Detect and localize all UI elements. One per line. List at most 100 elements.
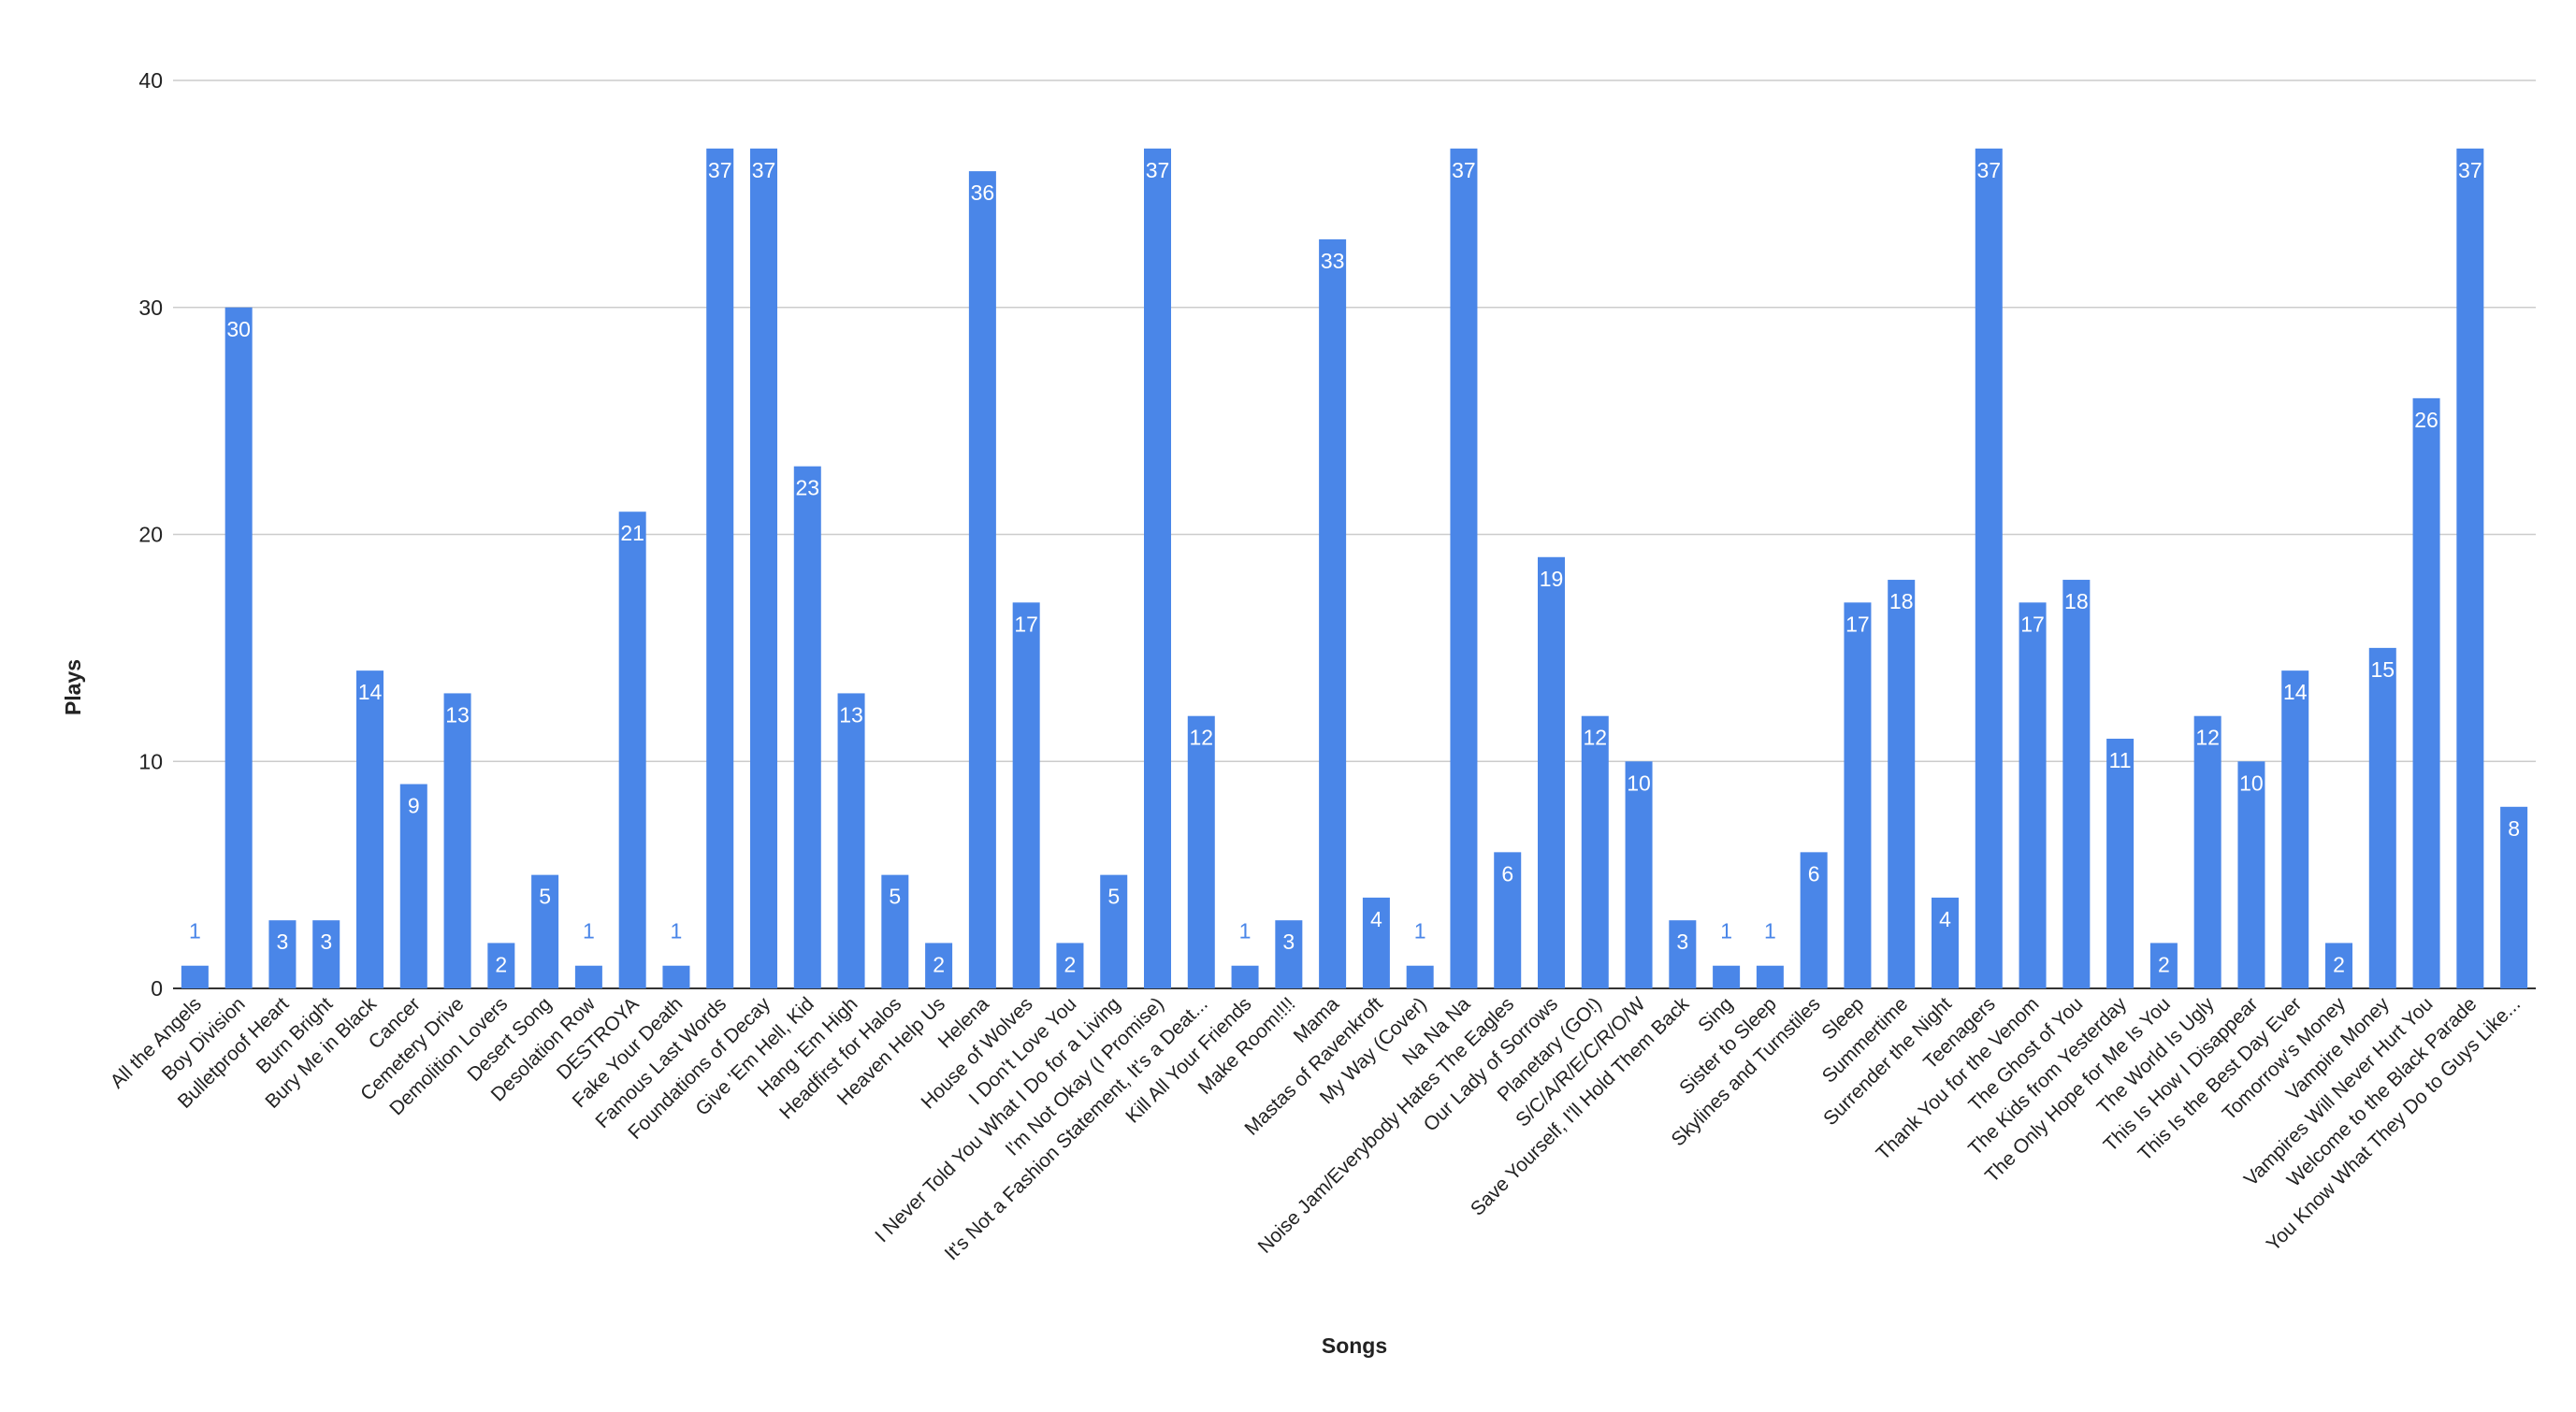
data-label: 2 bbox=[495, 952, 507, 976]
data-label: 5 bbox=[539, 885, 551, 909]
data-label: 37 bbox=[1452, 158, 1476, 182]
data-label: 12 bbox=[2195, 726, 2220, 750]
data-label: 1 bbox=[1764, 919, 1776, 944]
bar bbox=[1713, 965, 1741, 988]
bar bbox=[1581, 715, 1609, 988]
bar bbox=[1187, 715, 1215, 988]
data-label: 10 bbox=[2239, 771, 2264, 795]
gridlines bbox=[173, 79, 2536, 989]
bar bbox=[1931, 897, 1960, 988]
data-label: 5 bbox=[1107, 885, 1120, 909]
bar bbox=[487, 943, 515, 988]
bar bbox=[1450, 148, 1478, 988]
bar bbox=[1537, 556, 1566, 988]
bars bbox=[181, 148, 2528, 989]
data-label: 10 bbox=[1627, 771, 1651, 795]
data-label: 2 bbox=[933, 952, 945, 976]
bar bbox=[1100, 874, 1128, 988]
data-label: 8 bbox=[2508, 816, 2520, 841]
data-label: 3 bbox=[320, 929, 332, 954]
bar bbox=[2149, 943, 2178, 988]
data-label: 2 bbox=[2333, 952, 2345, 976]
bar bbox=[749, 148, 778, 988]
bar bbox=[2368, 647, 2396, 988]
bar bbox=[2412, 397, 2440, 989]
bar bbox=[1669, 920, 1697, 988]
data-label: 36 bbox=[971, 180, 995, 205]
y-tick-label: 0 bbox=[151, 976, 163, 1001]
data-label: 37 bbox=[708, 158, 732, 182]
bar bbox=[2019, 602, 2047, 988]
y-tick-label: 40 bbox=[138, 68, 163, 93]
data-label: 17 bbox=[1014, 612, 1038, 636]
data-label: 5 bbox=[889, 885, 901, 909]
bar bbox=[1625, 761, 1653, 988]
data-label: 21 bbox=[620, 521, 644, 545]
data-label: 1 bbox=[1414, 919, 1426, 944]
bar bbox=[312, 920, 340, 988]
data-label: 37 bbox=[752, 158, 776, 182]
bar bbox=[1800, 852, 1828, 988]
data-label: 17 bbox=[1845, 612, 1870, 636]
data-label: 3 bbox=[277, 929, 289, 954]
y-axis-title: Plays bbox=[61, 659, 85, 715]
bar bbox=[1844, 602, 1872, 988]
data-label: 13 bbox=[839, 702, 863, 727]
bar bbox=[574, 965, 602, 988]
x-axis-title: Songs bbox=[1322, 1333, 1387, 1358]
bar bbox=[925, 943, 953, 988]
bar bbox=[2456, 148, 2484, 988]
data-label: 23 bbox=[795, 476, 819, 500]
bar bbox=[443, 693, 471, 988]
bar bbox=[837, 693, 865, 988]
data-label: 1 bbox=[189, 919, 201, 944]
bar bbox=[662, 965, 690, 988]
bar bbox=[399, 784, 427, 988]
data-label: 18 bbox=[1889, 589, 1914, 613]
bar bbox=[1319, 238, 1347, 989]
data-label: 12 bbox=[1189, 726, 1213, 750]
bar bbox=[1275, 920, 1303, 988]
data-label: 19 bbox=[1540, 567, 1564, 591]
bar bbox=[1012, 602, 1040, 988]
data-label: 14 bbox=[2283, 680, 2308, 704]
data-label: 37 bbox=[2458, 158, 2482, 182]
data-label: 12 bbox=[1583, 726, 1607, 750]
data-label: 1 bbox=[583, 919, 595, 944]
data-label: 3 bbox=[1676, 929, 1688, 954]
data-label: 14 bbox=[358, 680, 383, 704]
y-axis-ticks: 0 10 20 30 40 bbox=[138, 68, 163, 1001]
data-label: 13 bbox=[445, 702, 470, 727]
bar bbox=[355, 670, 384, 988]
bar bbox=[1231, 965, 1259, 988]
bar bbox=[1362, 897, 1390, 988]
data-label: 2 bbox=[1064, 952, 1077, 976]
bar bbox=[1406, 965, 1434, 988]
data-label: 3 bbox=[1282, 929, 1295, 954]
bar bbox=[224, 307, 253, 988]
y-tick-label: 20 bbox=[138, 523, 163, 547]
bar bbox=[2500, 806, 2528, 988]
data-label: 18 bbox=[2064, 589, 2089, 613]
bar bbox=[793, 466, 821, 988]
data-label: 6 bbox=[1808, 861, 1820, 886]
data-label: 33 bbox=[1321, 249, 1345, 273]
bar bbox=[1494, 852, 1522, 988]
bar bbox=[881, 874, 909, 988]
data-label: 17 bbox=[2020, 612, 2045, 636]
bar bbox=[2237, 761, 2265, 988]
data-label: 11 bbox=[2109, 748, 2132, 772]
y-tick-label: 30 bbox=[138, 295, 163, 320]
bar bbox=[618, 511, 646, 988]
bar bbox=[1056, 943, 1084, 988]
bar bbox=[2062, 580, 2091, 988]
data-label: 9 bbox=[408, 794, 420, 818]
bar bbox=[1143, 148, 1172, 988]
data-label: 1 bbox=[1720, 919, 1732, 944]
y-tick-label: 10 bbox=[138, 749, 163, 773]
data-label: 6 bbox=[1501, 861, 1513, 886]
bar bbox=[1756, 965, 1784, 988]
